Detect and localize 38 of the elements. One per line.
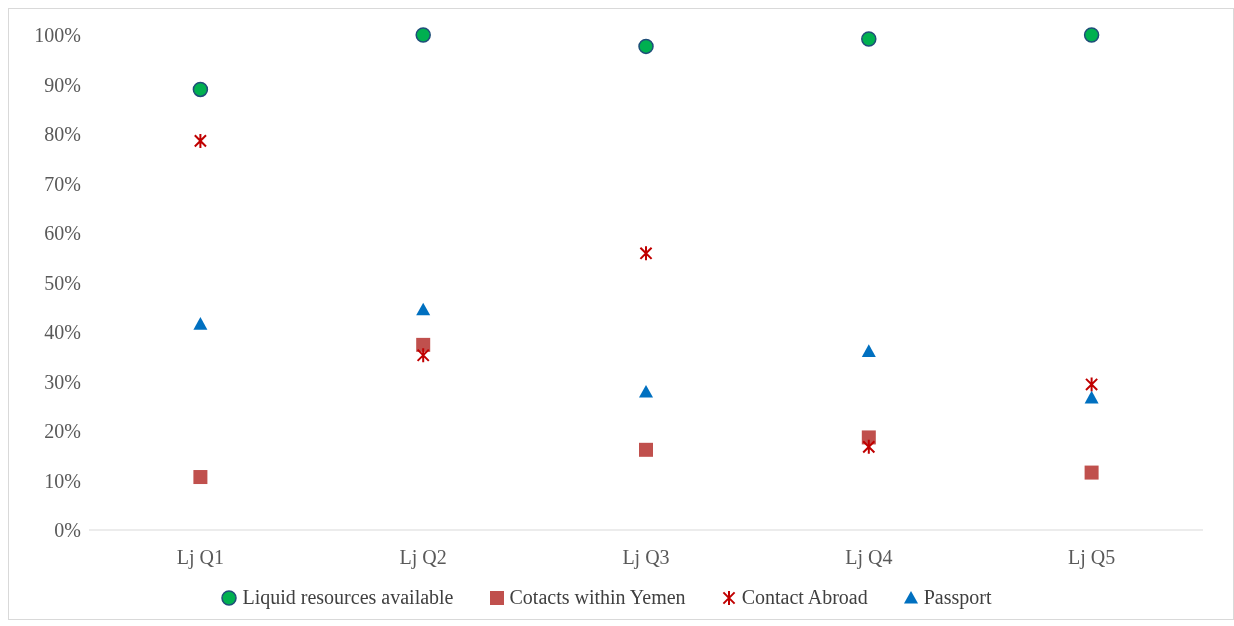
- point: [416, 347, 430, 364]
- point: [639, 245, 653, 262]
- legend-label: Cotacts within Yemen: [508, 586, 686, 609]
- x-tick-label: Lj Q3: [622, 546, 670, 570]
- legend-label: Passport: [922, 586, 992, 609]
- point: [192, 81, 209, 98]
- y-tick-label: 100%: [34, 24, 81, 47]
- y-tick-label: 80%: [44, 123, 81, 146]
- point: [638, 38, 654, 55]
- point: [639, 384, 653, 398]
- x-tick-label: Lj Q4: [845, 546, 893, 570]
- legend-label: Contact Abroad: [740, 586, 868, 609]
- point: [639, 442, 653, 457]
- y-tick-label: 40%: [44, 321, 81, 344]
- point: [1084, 390, 1099, 404]
- point: [861, 344, 876, 357]
- point: [1083, 27, 1100, 43]
- point: [415, 27, 431, 43]
- point: [416, 302, 431, 316]
- x-tick-label: Lj Q5: [1067, 546, 1116, 570]
- point: [862, 438, 876, 455]
- y-tick-label: 90%: [44, 73, 81, 96]
- y-tick-label: 20%: [44, 420, 81, 443]
- point: [193, 317, 208, 330]
- point: [1085, 376, 1099, 393]
- point: [193, 470, 208, 485]
- y-tick-label: 30%: [44, 370, 81, 393]
- x-tick-label: Lj Q1: [176, 546, 225, 570]
- point: [861, 31, 877, 47]
- x-tick-label: Lj Q2: [399, 546, 447, 570]
- legend-label: Liquid resources available: [241, 586, 454, 609]
- point: [1084, 465, 1099, 480]
- y-tick-label: 70%: [44, 172, 81, 195]
- y-tick-label: 60%: [44, 222, 81, 245]
- point: [193, 132, 207, 149]
- y-tick-label: 50%: [44, 271, 81, 294]
- y-tick-label: 0%: [54, 519, 81, 542]
- y-tick-label: 10%: [44, 469, 81, 492]
